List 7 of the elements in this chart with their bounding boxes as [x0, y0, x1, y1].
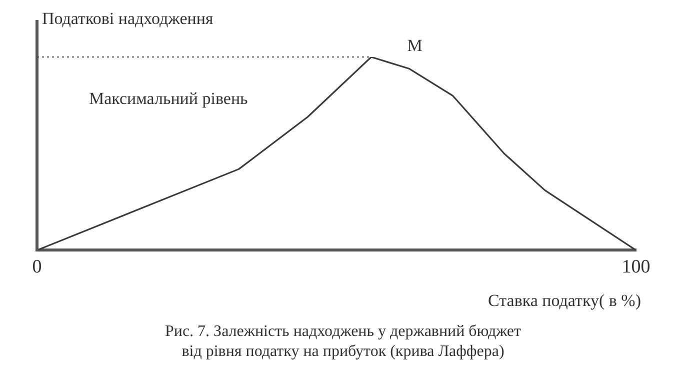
x-tick-label: 0 — [32, 256, 42, 278]
ref-line-label: Максимальний рівень — [89, 89, 248, 108]
text: Рис. 7. Залежність надходжень у державний бюджет від рівня податку на прибуток (крива Лаффера) — [164, 323, 522, 360]
y-axis-title: Податкові надходження — [42, 9, 214, 28]
x-axis-title: Ставка податку( в %) — [488, 291, 641, 310]
annotation: M — [407, 36, 422, 55]
x-tick-label: 100 — [622, 256, 650, 278]
